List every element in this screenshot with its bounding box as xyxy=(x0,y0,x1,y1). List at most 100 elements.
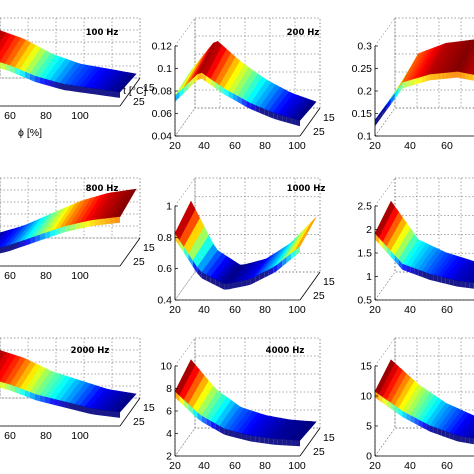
z-tick-label: 0.5 xyxy=(357,295,372,307)
surface-edge xyxy=(192,408,198,419)
surface-edge xyxy=(30,73,35,82)
surface-edge xyxy=(45,396,50,404)
x-tick-label: 100 xyxy=(71,270,89,282)
surface-edge xyxy=(95,219,100,226)
surface-edge xyxy=(175,233,180,247)
surface-strip xyxy=(114,188,137,218)
surface-edge xyxy=(390,93,395,105)
surface-edge xyxy=(201,415,207,425)
frequency-annotation: 2000 Hz xyxy=(71,346,110,356)
surface-edge xyxy=(237,280,242,288)
z-tick-label: 0.3 xyxy=(357,41,372,53)
surface-edge xyxy=(441,429,446,438)
surface-edge xyxy=(219,281,225,290)
surface-edge xyxy=(179,87,184,98)
surface-edge xyxy=(426,423,430,432)
surface-edge xyxy=(55,399,60,407)
surface-edge xyxy=(183,82,189,94)
surface-edge xyxy=(228,282,234,290)
surface-edge xyxy=(273,112,278,121)
surface-edge xyxy=(264,437,269,444)
surface-edge xyxy=(215,423,220,432)
x-tick-label: 60 xyxy=(4,270,16,282)
surface-edge xyxy=(402,411,407,420)
surface-edge xyxy=(35,393,40,402)
z-tick-label: 0.12 xyxy=(152,41,173,53)
surface-edge xyxy=(291,117,296,126)
surface-edge xyxy=(70,84,75,92)
surface-edge xyxy=(188,253,193,267)
y-tick-label: 25 xyxy=(133,416,145,428)
z-tick-label: 2.5 xyxy=(357,201,372,213)
surface-panel: 0 5 10 15 20 40 60 xyxy=(360,337,474,472)
surface-edge xyxy=(115,91,120,98)
x-tick-label: 20 xyxy=(169,304,181,316)
surface-edge xyxy=(85,406,90,414)
surface-edge xyxy=(30,236,35,244)
z-tick-label: 15 xyxy=(360,361,372,373)
z-tick-label: 0.15 xyxy=(352,108,373,120)
surface-edge xyxy=(277,260,283,271)
x-tick-label: 100 xyxy=(288,304,306,316)
surface-edge xyxy=(233,281,238,289)
x-tick-label: 20 xyxy=(369,304,381,316)
surface-edge xyxy=(465,436,470,444)
surface-edge xyxy=(259,271,265,281)
surface-edge xyxy=(378,394,383,404)
panel-axes: 0.1 0.15 0.2 0.25 0.3 20 40 60 xyxy=(352,41,474,152)
surface-edge xyxy=(259,106,265,115)
surface-edge xyxy=(268,110,274,119)
surface-edge xyxy=(237,95,242,105)
surface-edge xyxy=(179,395,184,406)
surface-edge xyxy=(390,250,395,262)
surface-mesh xyxy=(0,30,137,98)
surface-edge xyxy=(394,87,399,100)
surface-edge xyxy=(40,395,45,403)
surface-edge xyxy=(210,79,216,89)
surface-edge xyxy=(437,428,442,436)
surface-edge xyxy=(210,420,216,430)
surface-strip xyxy=(290,221,312,254)
surface-edge xyxy=(115,216,120,224)
x-tick-label: 60 xyxy=(229,140,241,152)
y-tick-label: 25 xyxy=(133,256,145,268)
panel-axes: 2 4 6 8 10 20 40 60 80 100 15 25 xyxy=(160,361,335,473)
surface-edge xyxy=(30,392,35,400)
surface-edge xyxy=(15,241,20,250)
surface-edge xyxy=(382,104,387,116)
surface-edge xyxy=(286,439,292,446)
surface-edge xyxy=(273,264,278,274)
surface-edge xyxy=(449,278,454,286)
surface-edge xyxy=(457,280,462,288)
z-tick-label: 0.6 xyxy=(157,263,172,275)
surface-edge xyxy=(175,391,180,402)
surface-mesh xyxy=(0,350,137,418)
surface-edge xyxy=(386,98,391,111)
surface-edge xyxy=(277,114,283,122)
x-tick-label: 40 xyxy=(404,140,416,152)
x-axis-label: ϕ [%] xyxy=(18,127,42,139)
surface-edge xyxy=(394,405,399,415)
z-tick-label: 1 xyxy=(166,201,172,213)
surface-edge xyxy=(20,239,25,248)
surface-edge xyxy=(215,279,220,288)
z-tick-label: 2 xyxy=(166,451,172,463)
surface-edge xyxy=(241,279,247,287)
surface-panel: 60 80 100 15 25 100 Hz ϕ [%] t [°C] xyxy=(0,17,155,139)
surface-edge xyxy=(246,434,251,442)
surface-edge xyxy=(461,72,466,80)
surface-edge xyxy=(55,81,60,89)
surface-mesh xyxy=(174,200,317,290)
surface-edge xyxy=(406,80,411,88)
surface-edge xyxy=(25,71,30,80)
z-tick-label: 4 xyxy=(166,428,172,440)
surface-edge xyxy=(80,405,85,413)
surface-edge xyxy=(20,69,25,78)
surface-edge xyxy=(15,67,20,76)
z-tick-label: 0.25 xyxy=(352,63,373,75)
surface-edge xyxy=(422,75,427,83)
panel-axes: 0.4 0.6 0.8 1 20 40 60 80 100 15 25 xyxy=(157,201,334,317)
panel-axes: 60 80 100 15 25 xyxy=(0,77,155,122)
x-tick-label: 100 xyxy=(288,460,306,472)
x-tick-label: 60 xyxy=(4,430,16,442)
